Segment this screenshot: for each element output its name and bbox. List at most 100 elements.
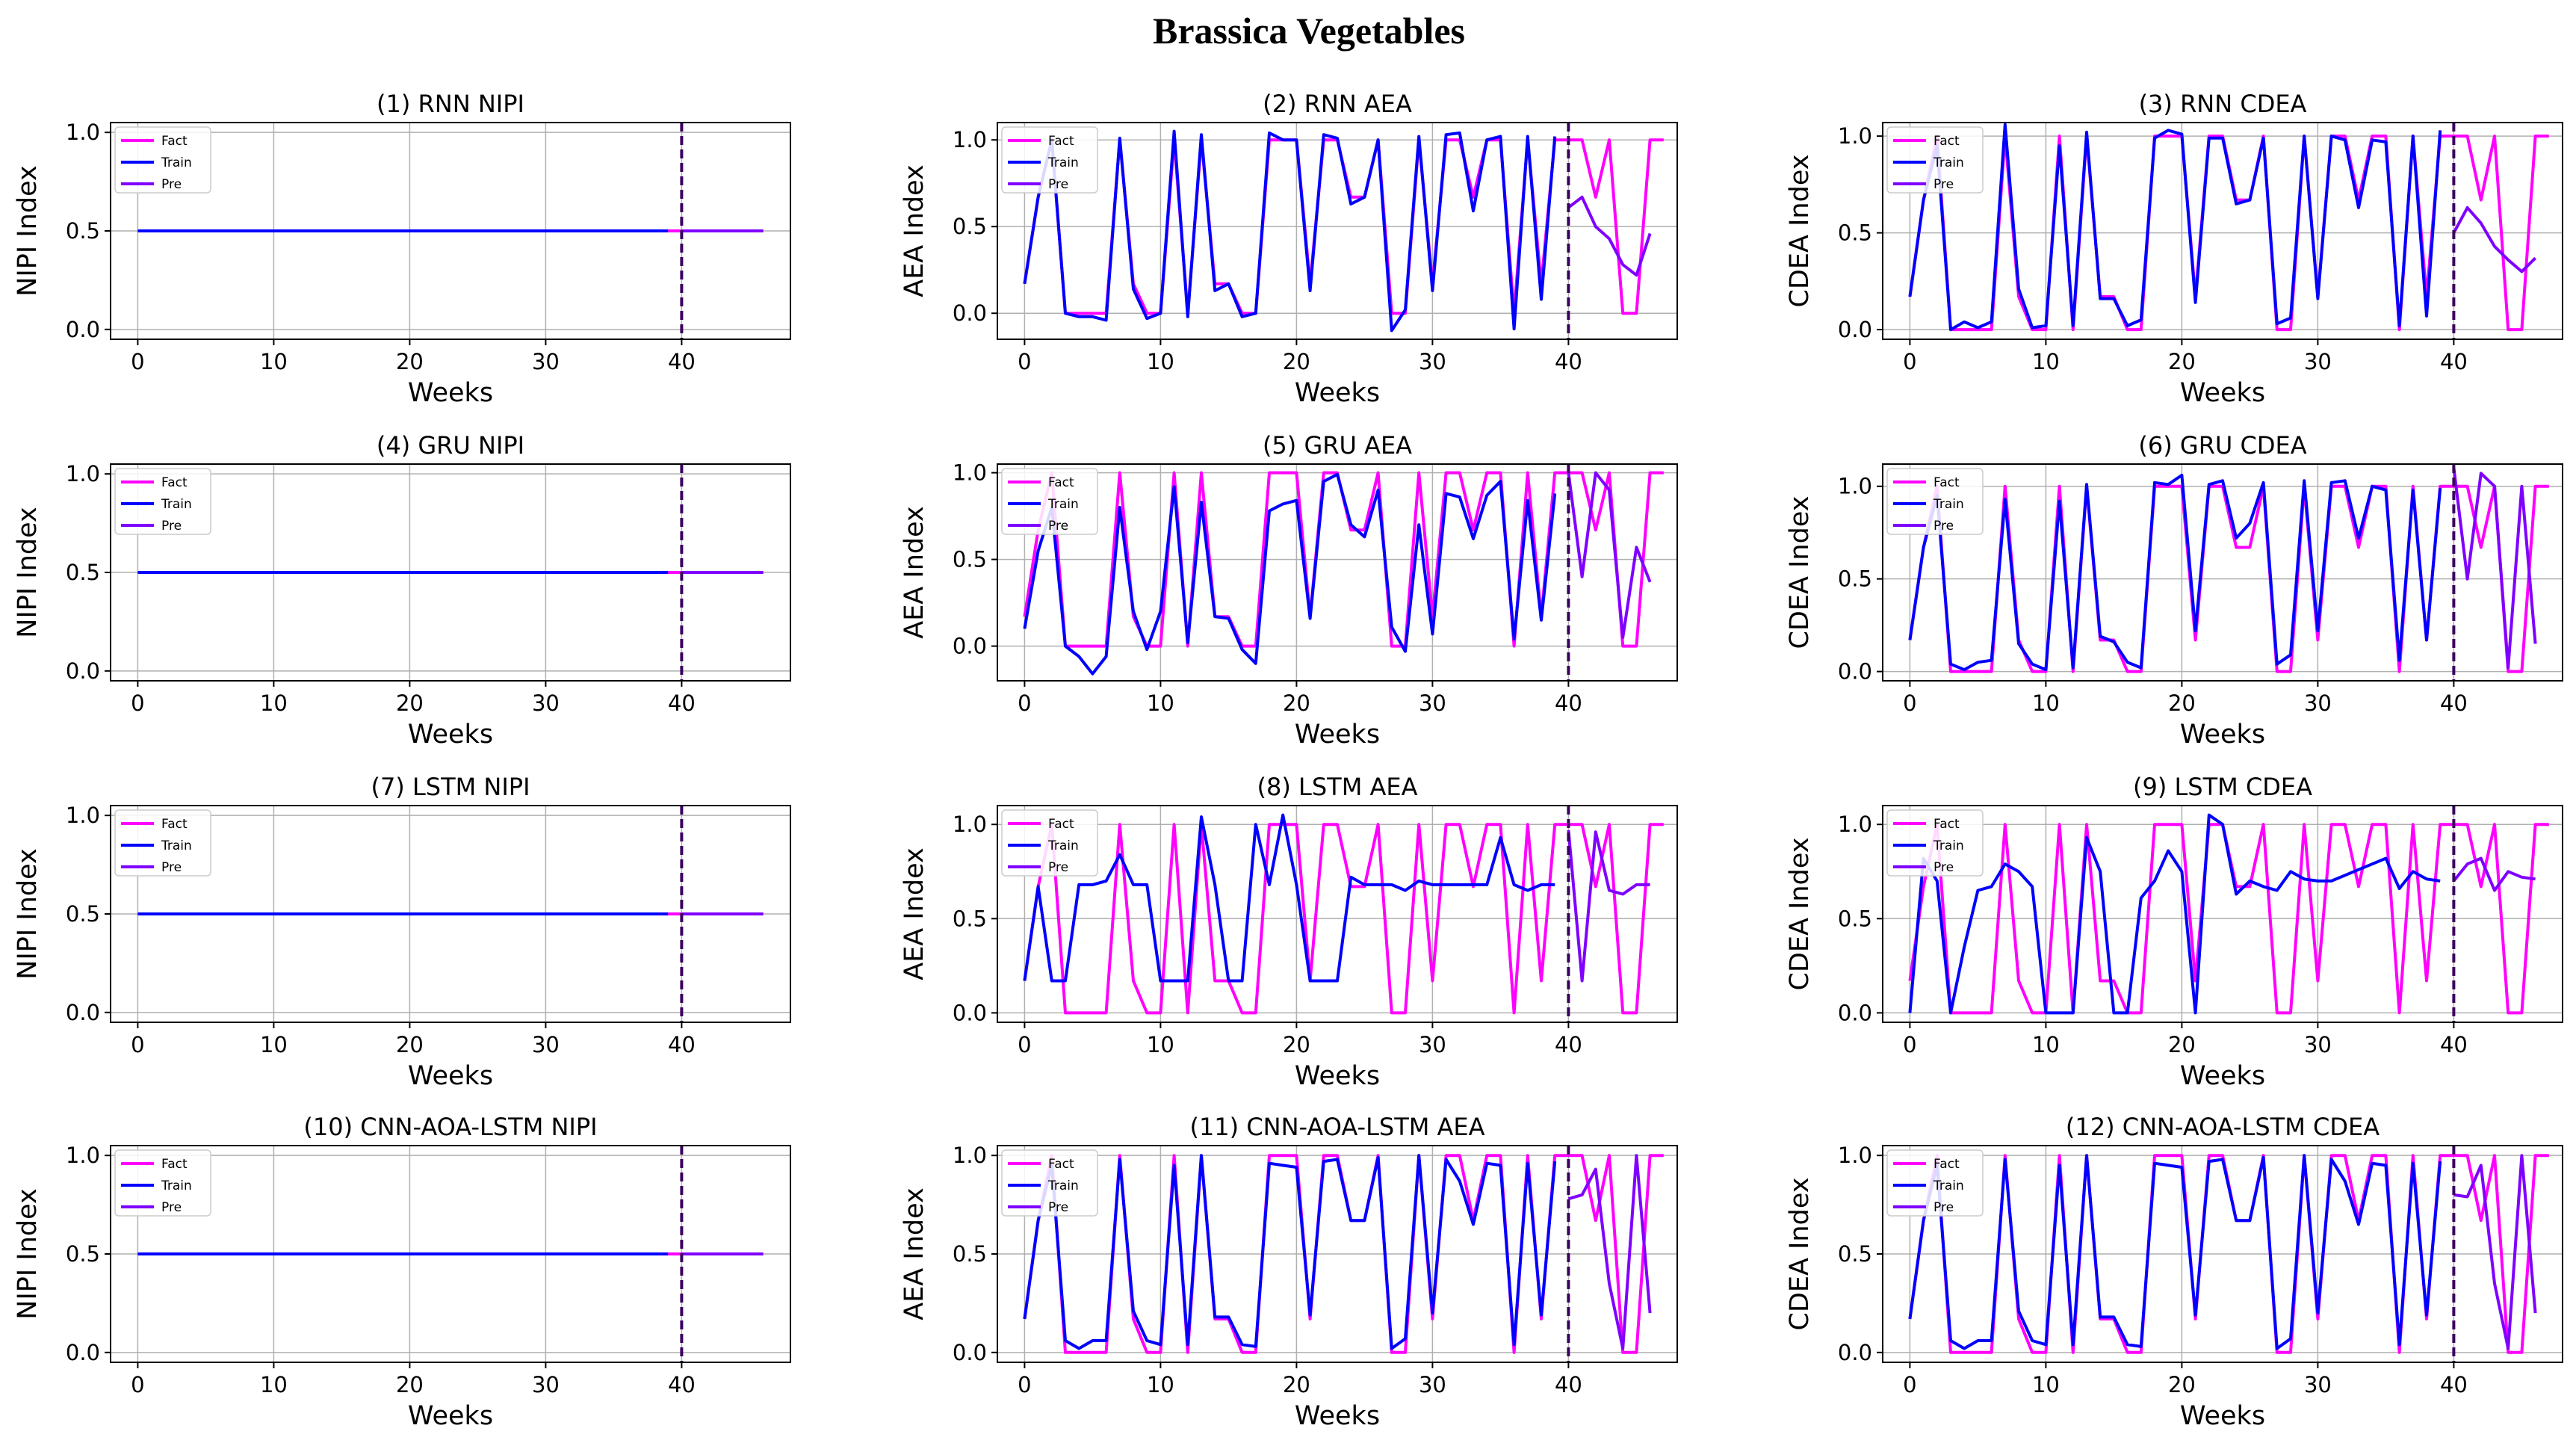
y-tick-label: 0.0 (1838, 1340, 1872, 1365)
x-tick-label: 20 (396, 690, 424, 716)
legend-box (1001, 126, 1098, 194)
subplot-5: 0 10 20 30 40 0.0 0.5 1.0 (5) GRU AEA Weeks AEA In… (900, 431, 1678, 750)
y-tick-label: 0.0 (953, 634, 987, 659)
subplot-11: 0 10 20 30 40 0.0 0.5 1.0 (11) CNN-AOA-LSTM AEA W… (900, 1113, 1678, 1431)
x-axis-label: Weeks (2180, 1061, 2265, 1091)
legend-label-fact: Fact (1933, 1157, 1960, 1172)
x-tick-label: 20 (396, 1032, 424, 1057)
y-axis-label: NIPI Index (13, 848, 43, 979)
legend: Fact Train Pre (1001, 1149, 1098, 1217)
legend: Fact Train Pre (1886, 468, 1984, 535)
legend-label-pre: Pre (1933, 860, 1954, 875)
y-tick-label: 1.0 (66, 120, 100, 145)
x-tick-label: 10 (2032, 690, 2060, 716)
y-tick-label: 1.0 (1838, 474, 1872, 499)
plot-frame (997, 805, 1678, 1023)
legend-box (114, 1149, 211, 1217)
y-tick-label: 0.5 (953, 214, 987, 239)
x-tick-label: 20 (2168, 349, 2196, 374)
figure-title: Brassica Vegetables (1153, 10, 1465, 52)
legend-label-fact: Fact (1933, 817, 1960, 832)
legend-label-train: Train (161, 838, 192, 853)
legend: Fact Train Pre (1001, 809, 1098, 877)
legend-box (1001, 1149, 1098, 1217)
y-tick-label: 1.0 (953, 127, 987, 152)
x-tick-label: 30 (1419, 1372, 1446, 1397)
x-tick-label: 40 (1555, 1372, 1582, 1397)
subplot-12: 0 10 20 30 40 0.0 0.5 1.0 (12) CNN-AOA-LSTM CDEA… (1785, 1113, 2563, 1431)
y-tick-label: 0.5 (66, 1241, 100, 1267)
x-tick-label: 0 (1018, 1032, 1031, 1057)
x-tick-label: 0 (1903, 690, 1916, 716)
legend-label-train: Train (1047, 838, 1079, 853)
x-tick-label: 0 (1903, 1032, 1916, 1057)
x-tick-label: 10 (2032, 1372, 2060, 1397)
x-tick-label: 10 (2032, 1032, 2060, 1057)
y-tick-label: 1.0 (953, 460, 987, 486)
y-axis-label: AEA Index (900, 506, 929, 638)
y-tick-label: 1.0 (66, 1143, 100, 1168)
x-tick-label: 10 (260, 690, 288, 716)
plot-frame (997, 122, 1678, 340)
legend: Fact Train Pre (114, 1149, 211, 1217)
y-tick-label: 0.0 (66, 1000, 100, 1025)
legend-label-train: Train (1047, 1178, 1079, 1193)
y-tick-label: 1.0 (953, 1143, 987, 1168)
y-tick-label: 0.5 (66, 560, 100, 585)
legend-label-pre: Pre (1048, 177, 1068, 192)
legend-label-pre: Pre (1933, 1200, 1954, 1215)
x-tick-label: 30 (2304, 349, 2332, 374)
legend-label-fact: Fact (161, 134, 188, 149)
x-axis-label: Weeks (1295, 378, 1380, 408)
legend-box (1001, 468, 1098, 535)
subplot-title: (9) LSTM CDEA (2133, 773, 2312, 801)
legend: Fact Train Pre (1886, 1149, 1984, 1217)
x-tick-label: 0 (1903, 349, 1916, 374)
legend-label-pre: Pre (1933, 177, 1954, 192)
legend-label-train: Train (1933, 838, 1964, 853)
legend-label-fact: Fact (1048, 134, 1074, 149)
x-tick-label: 40 (1555, 349, 1582, 374)
y-axis-label: AEA Index (900, 1187, 929, 1320)
legend-label-pre: Pre (161, 177, 182, 192)
y-tick-label: 1.0 (953, 812, 987, 837)
legend-label-fact: Fact (161, 475, 188, 490)
subplot-7: 0 10 20 30 40 0.0 0.5 1.0 (7) LSTM NIPI Weeks NIPI… (13, 773, 791, 1091)
series-pre-line (2453, 1154, 2537, 1350)
y-tick-label: 1.0 (66, 803, 100, 828)
x-axis-label: Weeks (408, 720, 493, 750)
y-tick-label: 0.5 (1838, 566, 1872, 592)
y-tick-label: 0.0 (1838, 317, 1872, 342)
y-tick-label: 0.5 (1838, 1241, 1872, 1267)
legend-box (114, 126, 211, 194)
x-axis-label: Weeks (408, 378, 493, 408)
legend: Fact Train Pre (1001, 126, 1098, 194)
series-train-line (1908, 473, 2442, 672)
x-tick-label: 0 (1018, 349, 1031, 374)
legend: Fact Train Pre (1001, 468, 1098, 535)
subplot-title: (1) RNN NIPI (377, 90, 524, 118)
subplot-title: (3) RNN CDEA (2139, 90, 2307, 118)
y-axis-label: CDEA Index (1785, 155, 1815, 308)
y-tick-label: 0.0 (953, 300, 987, 326)
y-tick-label: 0.5 (1838, 906, 1872, 931)
series-pre-line (2452, 206, 2537, 274)
y-tick-label: 1.0 (1838, 123, 1872, 149)
y-axis-label: CDEA Index (1785, 496, 1815, 649)
y-tick-label: 0.0 (66, 658, 100, 684)
subplot-8: 0 10 20 30 40 0.0 0.5 1.0 (8) LSTM AEA Weeks AEA I… (900, 773, 1678, 1091)
y-tick-label: 1.0 (66, 461, 100, 486)
x-tick-label: 20 (2168, 690, 2196, 716)
x-tick-label: 10 (260, 1372, 288, 1397)
y-axis-label: CDEA Index (1785, 1178, 1815, 1331)
plot-frame (1882, 805, 2563, 1023)
x-tick-label: 10 (1147, 1032, 1174, 1057)
y-tick-label: 0.0 (953, 1340, 987, 1365)
y-tick-label: 0.0 (1838, 659, 1872, 685)
legend-box (1886, 809, 1984, 877)
x-tick-label: 30 (2304, 690, 2332, 716)
x-tick-label: 0 (1018, 690, 1031, 716)
series-pre-line (1567, 1154, 1652, 1350)
y-axis-label: NIPI Index (13, 165, 43, 296)
